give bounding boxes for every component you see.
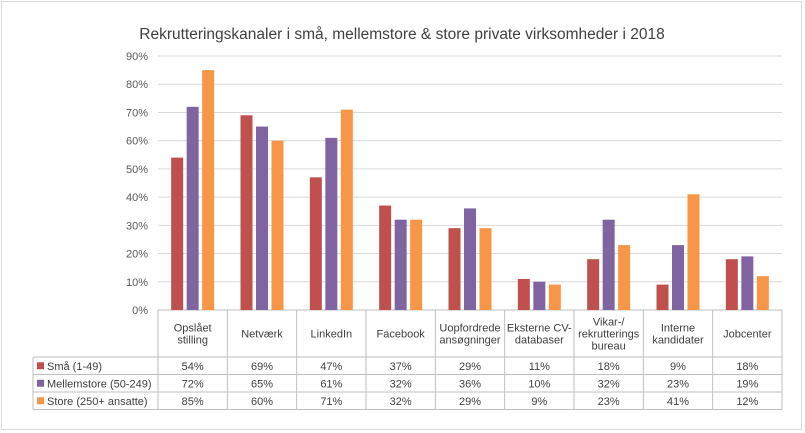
data-table-value: 61% xyxy=(320,378,342,390)
legend-entry: Små (1-49) xyxy=(47,361,102,373)
data-table-value: 29% xyxy=(459,396,481,408)
bar xyxy=(379,205,392,310)
bar xyxy=(410,219,423,310)
bar xyxy=(687,194,700,310)
x-category-label: LinkedIn xyxy=(311,329,353,341)
bar xyxy=(725,259,738,310)
data-table-value: 41% xyxy=(667,396,689,408)
data-table-value: 29% xyxy=(459,361,481,373)
bar xyxy=(741,256,754,310)
data-table-value: 71% xyxy=(320,396,342,408)
x-category-label: ansøgninger xyxy=(439,335,500,347)
y-tick-label: 30% xyxy=(126,220,148,232)
y-tick-label: 80% xyxy=(126,79,148,91)
x-category-label: Uopfordrede xyxy=(439,323,500,335)
bar xyxy=(533,281,546,310)
data-table-value: 36% xyxy=(459,378,481,390)
data-table-value: 69% xyxy=(251,361,273,373)
bar xyxy=(240,115,253,311)
data-table-value: 19% xyxy=(736,378,758,390)
x-category-label: Facebook xyxy=(377,329,426,341)
data-table-value: 32% xyxy=(390,378,412,390)
y-tick-label: 90% xyxy=(126,51,148,63)
data-table-value: 23% xyxy=(667,378,689,390)
x-category-label: stilling xyxy=(177,335,208,347)
legend-key xyxy=(37,397,44,405)
legend-entry: Store (250+ ansatte) xyxy=(47,396,148,408)
bar xyxy=(548,284,561,310)
data-table-value: 85% xyxy=(182,396,204,408)
x-category-label: Interne xyxy=(661,323,695,335)
data-table-value: 47% xyxy=(320,361,342,373)
y-tick-label: 40% xyxy=(126,192,148,204)
bar xyxy=(672,245,684,310)
y-tick-label: 70% xyxy=(126,107,148,119)
bar xyxy=(618,245,631,310)
y-tick-label: 20% xyxy=(126,249,148,261)
x-category-label: Jobcenter xyxy=(723,329,772,341)
bar xyxy=(340,109,353,310)
x-category-label: Vikar-/ xyxy=(593,317,626,329)
bar xyxy=(256,126,268,310)
bar xyxy=(271,140,284,310)
x-category-label: Netværk xyxy=(241,329,283,341)
y-tick-label: 60% xyxy=(126,136,148,148)
bar xyxy=(202,70,215,310)
y-tick-label: 0% xyxy=(132,305,148,317)
bar xyxy=(186,106,199,310)
bar xyxy=(479,228,492,310)
data-table-value: 9% xyxy=(670,361,686,373)
chart-title: Rekrutteringskanaler i små, mellemstore … xyxy=(139,26,665,43)
data-table-value: 12% xyxy=(736,396,758,408)
x-category-label: Opslået xyxy=(174,323,212,335)
bar xyxy=(656,284,669,310)
bar xyxy=(517,278,530,310)
bar xyxy=(325,137,338,310)
bar xyxy=(309,177,322,310)
bar xyxy=(756,276,769,310)
y-tick-label: 10% xyxy=(126,277,148,289)
bars-layer xyxy=(171,70,769,311)
bar xyxy=(394,219,407,310)
bar xyxy=(171,157,184,310)
x-category-label: rekrutterings xyxy=(578,329,640,341)
bar xyxy=(587,259,600,310)
x-category-label: bureau xyxy=(592,341,626,353)
bar xyxy=(464,208,476,310)
data-table-value: 60% xyxy=(251,396,273,408)
data-table-value: 65% xyxy=(251,378,273,390)
data-table-value: 18% xyxy=(598,361,620,373)
data-table-value: 9% xyxy=(531,396,547,408)
data-table-value: 11% xyxy=(529,361,550,373)
data-table-value: 32% xyxy=(598,378,620,390)
data-table-value: 37% xyxy=(390,361,412,373)
legend-key xyxy=(37,362,44,370)
data-table-value: 18% xyxy=(736,361,758,373)
data-table-value: 32% xyxy=(390,396,412,408)
bar xyxy=(602,219,615,310)
bar xyxy=(448,228,461,310)
y-tick-label: 50% xyxy=(126,164,148,176)
x-category-label: kandidater xyxy=(652,335,704,347)
x-category-label: Eksterne CV- xyxy=(507,323,572,335)
data-table-value: 72% xyxy=(182,378,204,390)
legend-entry: Mellemstore (50-249) xyxy=(47,378,152,390)
data-table-value: 10% xyxy=(528,378,550,390)
data-table-value: 54% xyxy=(182,361,204,373)
data-table-value: 23% xyxy=(598,396,620,408)
x-category-label: databaser xyxy=(515,335,564,347)
legend-key xyxy=(37,379,44,387)
